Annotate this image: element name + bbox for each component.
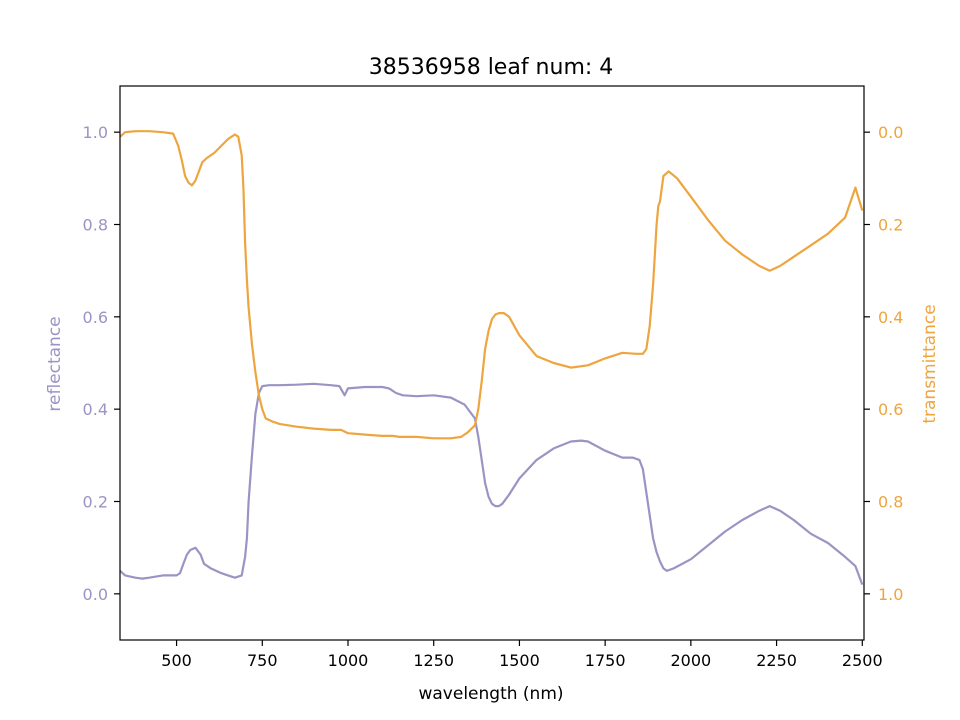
left-y-axis-label: reflectance [45,316,65,411]
left-y-axis: 0.0 0.2 0.4 0.6 0.8 1.0 [83,123,120,604]
axes-frame [119,85,865,641]
right-y-tick-label: 0.0 [878,123,903,142]
left-y-tick-label: 0.2 [83,493,108,512]
left-y-tick-label: 0.4 [83,400,108,419]
reflectance-line [119,382,864,585]
chart-title: 38536958 leaf num: 4 [369,55,614,80]
right-y-tick-label: 0.6 [878,400,903,419]
right-y-axis: 0.0 0.2 0.4 0.6 0.8 1.0 [864,123,903,604]
right-y-tick-label: 1.0 [878,585,903,604]
x-tick-label: 2000 [670,651,711,670]
left-y-tick-label: 0.0 [83,585,108,604]
left-y-tick-label: 0.6 [83,308,108,327]
x-tick-label: 1500 [499,651,540,670]
x-tick-label: 1000 [328,651,369,670]
transmittance-line [119,130,864,440]
x-tick-label: 1750 [585,651,626,670]
left-y-tick-label: 1.0 [83,123,108,142]
series-layer [119,130,864,585]
right-y-tick-label: 0.8 [878,493,903,512]
right-y-tick-label: 0.4 [878,308,903,327]
right-y-axis-label: transmittance [920,304,940,423]
x-axis: 500 750 1000 1250 1500 1750 2000 2250 2500 [161,640,883,670]
x-tick-label: 2500 [842,651,883,670]
plot-area [119,85,865,641]
x-tick-label: 750 [247,651,278,670]
x-tick-label: 500 [161,651,192,670]
x-tick-label: 2250 [756,651,797,670]
x-axis-label: wavelength (nm) [418,684,563,704]
right-y-tick-label: 0.2 [878,216,903,235]
x-tick-label: 1250 [413,651,454,670]
left-y-tick-label: 0.8 [83,216,108,235]
